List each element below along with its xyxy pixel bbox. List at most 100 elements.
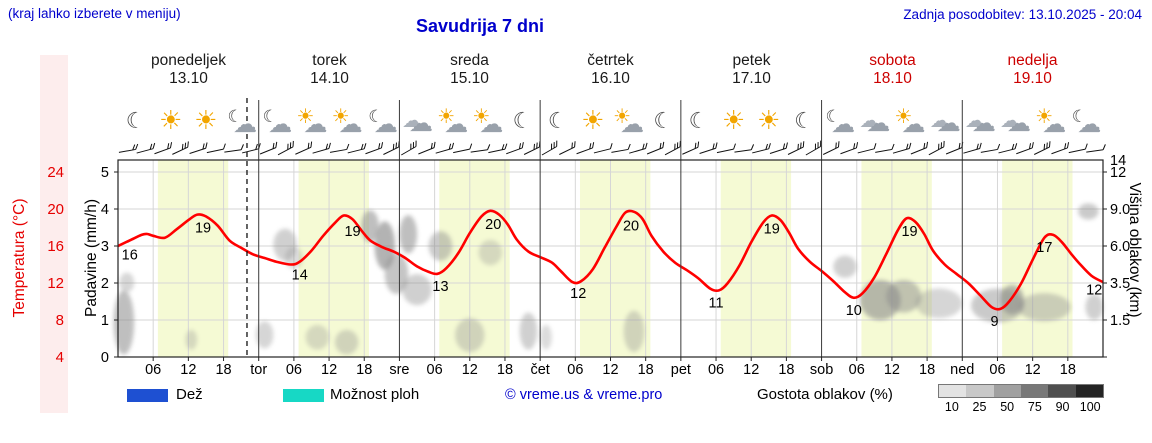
wind-barb [523,141,541,155]
sun-icon: ☀ [194,106,217,136]
last-update: Zadnja posodobitev: 13.10.2025 - 20:04 [903,7,1142,22]
chart-text: 06 [849,362,865,378]
moon-cloud-icon: ☾☁ [826,107,856,138]
density-tick-label: 25 [972,400,987,414]
chart-text: ☁ [268,110,292,138]
chart-text: 2 [101,276,109,292]
chart-text: 4 [56,349,64,366]
wind-barb [664,140,681,156]
sun-cloud-icon: ☀☁ [1035,104,1066,138]
day-header-saturday: sobota 18.10 [822,52,963,88]
chart-text: 6.0 [1110,239,1130,255]
day-header-sunday: nedelja 19.10 [962,52,1103,88]
chart-text: ☀ [472,104,490,128]
wind-barb [418,141,436,155]
wind-barb [329,143,350,153]
cloud-blob [519,312,538,350]
chart-text: 20 [47,201,64,218]
wind-barb [1033,141,1051,155]
chart-text: 12 [602,362,618,378]
daylight-band [861,160,932,357]
day-header-tuesday: torek 14.10 [259,52,400,88]
chart-text: ☾ [228,107,243,127]
chart-text: ☀ [613,104,631,128]
cloud-blob [119,272,135,293]
chart-text: ☁ [831,110,855,138]
density-tick-label: 50 [1000,400,1015,414]
cloud-blob [886,280,922,313]
sun-cloud-icon: ☀☁ [297,104,328,138]
chart-text: ☁ [1077,110,1101,138]
chart-text: 16 [47,238,64,255]
chart-text: ☀ [895,104,913,128]
cloud-blob [478,239,503,266]
chart-text: ☾ [794,109,814,134]
cloud-icon: ☁☁ [402,108,433,137]
chart-text: ☾ [368,107,383,127]
chart-text: pet [671,362,691,378]
chart-text: ☁ [1000,108,1020,132]
day-name: torek [312,52,347,69]
wind-barb [541,140,558,156]
chart-text: 24 [47,164,64,181]
chart-text: ned [950,362,974,378]
rain-legend-label: Dež [176,386,203,403]
wind-barb [136,142,156,154]
day-boundaries [258,100,963,357]
chart-text: 12 [462,362,478,378]
showers-legend-label: Možnost ploh [330,386,420,403]
sun-cloud-icon: ☀☁ [895,104,926,138]
cloud-blob [1078,203,1099,220]
chart-text: 18 [356,362,372,378]
chart-text: ☀ [722,106,745,136]
density-segment [966,385,994,397]
sun-cloud-icon: ☀☁ [472,104,503,138]
wind-barb [980,143,1001,153]
cloud-blob [402,274,432,306]
cloud-density-label: Gostota oblakov (%) [757,386,893,403]
chart-text: 17 [1036,240,1052,256]
wind-barb [365,142,384,155]
day-name: nedelja [1007,52,1058,69]
wind-barb [154,142,173,155]
moon-icon: ☾ [548,109,568,134]
chart-text: 9 [990,314,998,330]
sun-cloud-icon: ☀☁ [332,104,363,138]
chart-text: 18 [778,362,794,378]
cloud-density-ticks: 10 25 50 75 90 100 [938,400,1104,414]
chart-text: ☀ [159,106,182,136]
chart-text: 12 [884,362,900,378]
wind-barb [224,144,244,153]
wind-barb [787,141,805,155]
wind-barb [945,141,964,155]
weather-icons-row: ☾ ☀ ☀ ☾☁ ☾☁ ☀☁ ☀☁ ☾☁ ☁☁ ☀☁ ☀☁ ☾ ☾ ☀ ☀☁ ☾ ☾ ☀ ☀ ☾ ☾☁ ☁☁ ☀☁ ☁☁ ☁☁ ☁… [126,104,1102,138]
sun-icon: ☀ [757,106,780,136]
menu-hint: (kraj lahko izberete v meniju) [8,6,181,21]
wind-barb [488,143,508,154]
cloud-density-gradient [938,384,1104,398]
day-date: 17.10 [732,70,771,87]
day-date: 13.10 [169,70,208,87]
chart-text: 18 [919,362,935,378]
cloud-blob [1017,293,1071,322]
chart-text: ☁ [409,109,433,137]
cloud-blob [185,329,198,350]
chart-text: ☾ [1072,107,1087,127]
wind-barb [401,140,417,156]
cloud-icon: ☁☁ [930,108,961,137]
copyright-link[interactable]: © vreme.us & vreme.pro [505,387,663,403]
wind-barb [277,140,294,156]
chart-text: 12 [321,362,337,378]
moon-icon: ☾ [126,109,146,134]
day-header-friday: petek 17.10 [681,52,822,88]
wind-barb [910,141,929,155]
moon-icon: ☾ [794,109,814,134]
chart-text: čet [530,362,549,378]
sun-cloud-icon: ☀☁ [437,104,468,138]
chart-text: 5 [101,165,109,181]
chart-text: ☁ [479,110,503,138]
chart-text: ☀ [437,104,455,128]
chart-text: ☀ [297,104,315,128]
wind-barb [646,141,665,155]
